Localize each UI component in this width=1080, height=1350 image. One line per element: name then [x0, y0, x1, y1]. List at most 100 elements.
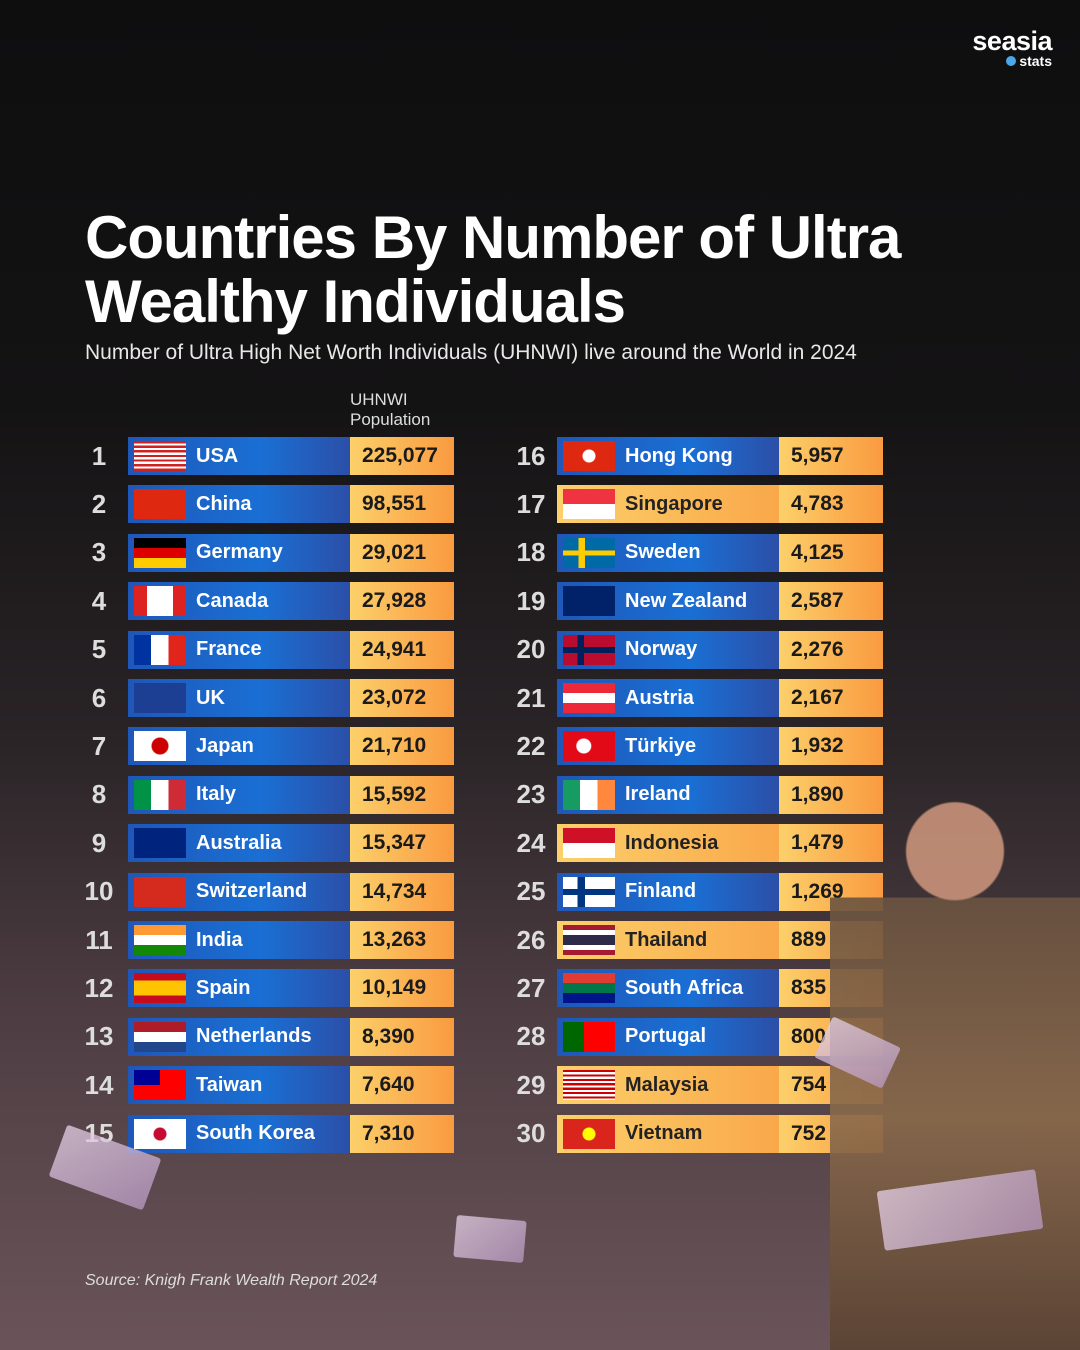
uhnwi-value: 21,710 — [350, 727, 454, 766]
rank: 19 — [516, 585, 546, 616]
country-cell: USA — [128, 437, 350, 475]
country-name: New Zealand — [625, 589, 748, 612]
logo-dot-icon — [1006, 56, 1017, 66]
country-name: Hong Kong — [625, 444, 733, 467]
country-cell: Malaysia — [557, 1066, 779, 1105]
flag-australia-icon — [134, 828, 186, 859]
rank: 21 — [516, 682, 546, 713]
table-row: 28 Portugal 800 — [505, 1017, 883, 1056]
seasia-stats-logo: seasia stats — [972, 26, 1052, 69]
flag-spain-icon — [134, 973, 186, 1004]
rank: 11 — [85, 924, 113, 955]
uhnwi-value: 98,551 — [350, 485, 454, 524]
table-row: 9 Australia 15,347 — [70, 824, 454, 863]
country-cell: Canada — [128, 582, 350, 621]
country-cell: Vietnam — [557, 1114, 779, 1153]
flag-canada-icon — [134, 586, 186, 617]
rank: 10 — [84, 876, 114, 907]
uhnwi-value: 1,932 — [779, 727, 883, 766]
country-name: Austria — [625, 686, 694, 709]
rank: 16 — [516, 440, 546, 471]
country-name: Indonesia — [625, 831, 719, 854]
country-name: Spain — [196, 976, 251, 999]
country-name: South Africa — [625, 976, 744, 999]
table-row: 4 Canada 27,928 — [70, 582, 454, 621]
country-name: Italy — [196, 783, 237, 806]
table-row: 1 USA 225,077 — [70, 437, 454, 475]
flag-thailand-icon — [563, 925, 615, 955]
rank: 4 — [91, 585, 107, 616]
country-name: Taiwan — [196, 1073, 263, 1096]
country-name: USA — [196, 444, 239, 467]
flag-india-icon — [134, 925, 186, 955]
rank: 5 — [91, 634, 107, 665]
rank: 24 — [516, 827, 546, 858]
country-cell: China — [128, 485, 350, 524]
table-row: 10 Switzerland 14,734 — [70, 872, 454, 911]
rank: 27 — [516, 972, 546, 1003]
uhnwi-value: 2,276 — [779, 630, 883, 669]
rank: 8 — [91, 779, 107, 810]
rank: 3 — [91, 537, 107, 568]
country-cell: Germany — [128, 533, 350, 572]
country-name: Japan — [196, 734, 254, 757]
country-cell: Austria — [557, 679, 779, 717]
flag-china-icon — [134, 489, 186, 520]
rank: 22 — [516, 730, 546, 761]
rank: 6 — [91, 682, 107, 713]
country-cell: Hong Kong — [557, 437, 779, 475]
table-row: 27 South Africa 835 — [505, 969, 883, 1008]
country-cell: Italy — [128, 775, 350, 814]
flag-new-zealand-icon — [563, 586, 615, 617]
country-name: Vietnam — [625, 1122, 703, 1145]
flag-austria-icon — [563, 683, 615, 713]
country-cell: Netherlands — [128, 1017, 350, 1056]
uhnwi-value: 2,167 — [779, 679, 883, 717]
uhnwi-value: 29,021 — [350, 533, 454, 572]
country-name: India — [196, 928, 243, 951]
uhnwi-value: 15,592 — [350, 775, 454, 814]
flag-france-icon — [134, 634, 186, 665]
country-cell: Thailand — [557, 921, 779, 959]
table-row: 19 New Zealand 2,587 — [505, 582, 883, 621]
country-name: Malaysia — [625, 1073, 709, 1096]
country-name: Switzerland — [196, 880, 308, 903]
country-name: South Korea — [196, 1122, 315, 1145]
uhnwi-value: 5,957 — [779, 437, 883, 475]
rank: 12 — [84, 972, 114, 1003]
rank: 7 — [91, 730, 107, 761]
country-name: Portugal — [625, 1025, 707, 1048]
flag-sweden-icon — [563, 537, 615, 568]
country-name: Ireland — [625, 783, 691, 806]
source-note: Source: Knigh Frank Wealth Report 2024 — [85, 1272, 378, 1289]
country-name: Canada — [196, 589, 269, 612]
flag-netherlands-icon — [134, 1021, 186, 1052]
rank: 26 — [516, 924, 546, 955]
flag-hong-kong-icon — [563, 441, 615, 471]
country-name: China — [196, 492, 252, 515]
table-row: 23 Ireland 1,890 — [505, 775, 883, 814]
column-header: UHNWI Population — [350, 390, 431, 429]
country-name: Finland — [625, 880, 697, 903]
table-row: 6 UK 23,072 — [70, 679, 454, 717]
subtitle: Number of Ultra High Net Worth Individua… — [85, 341, 857, 364]
flag-singapore-icon — [563, 489, 615, 520]
country-cell: France — [128, 630, 350, 669]
country-name: Germany — [196, 541, 283, 564]
table-row: 18 Sweden 4,125 — [505, 533, 883, 572]
country-name: Türkiye — [625, 734, 697, 757]
table-row: 7 Japan 21,710 — [70, 727, 454, 766]
country-cell: Finland — [557, 872, 779, 911]
flag-norway-icon — [563, 634, 615, 665]
flag-finland-icon — [563, 876, 615, 907]
country-name: Norway — [625, 638, 698, 661]
country-cell: Taiwan — [128, 1066, 350, 1105]
uhnwi-value: 24,941 — [350, 630, 454, 669]
country-cell: Spain — [128, 969, 350, 1008]
uhnwi-value: 23,072 — [350, 679, 454, 717]
table-row: 15 South Korea 7,310 — [70, 1114, 454, 1153]
table-row: 16 Hong Kong 5,957 — [505, 437, 883, 475]
country-name: Australia — [196, 831, 282, 854]
country-name: Singapore — [625, 492, 723, 515]
country-name: Thailand — [625, 928, 708, 951]
